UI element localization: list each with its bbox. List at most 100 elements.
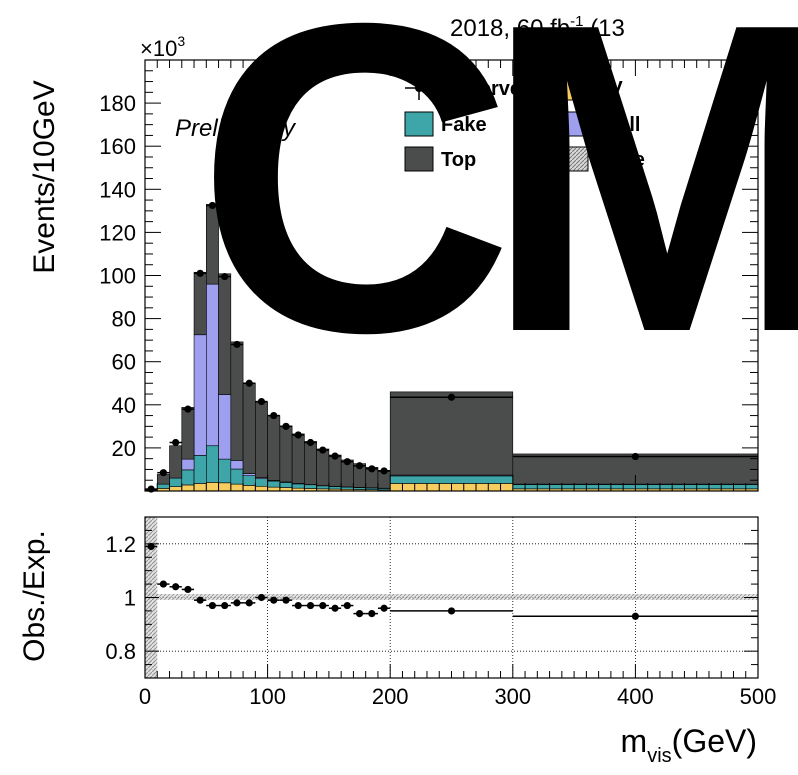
observed-point xyxy=(306,438,315,447)
observed-point xyxy=(331,452,339,460)
bar-vv-5 xyxy=(206,482,219,492)
bar-drell-8 xyxy=(242,473,256,476)
bar-top-3 xyxy=(181,407,195,460)
ratio-point xyxy=(208,601,217,610)
ratio-point xyxy=(355,610,364,618)
x-tick-label: 0 xyxy=(139,684,151,709)
preliminary-label: Preliminary xyxy=(175,115,297,142)
x-tick-label: 500 xyxy=(740,684,777,709)
y-tick-label: 120 xyxy=(99,220,136,245)
ratio-point xyxy=(172,583,180,591)
bar-vv-3 xyxy=(181,484,195,492)
bar-fake-2 xyxy=(169,477,183,487)
bar-vv-8 xyxy=(242,485,256,492)
bar-vv-9 xyxy=(255,485,268,492)
legend-label-observed: Observed xyxy=(441,78,533,100)
bar-vv-6 xyxy=(218,482,232,492)
bar-drell-7 xyxy=(230,460,244,470)
x-axis-title: mvis(GeV) xyxy=(621,723,757,767)
bar-drell-3 xyxy=(181,458,195,471)
bar-fake-11 xyxy=(279,482,293,488)
bar-top-14 xyxy=(316,448,330,486)
ratio-point xyxy=(221,601,229,610)
observed-point xyxy=(631,452,640,461)
y-tick-label: 40 xyxy=(112,393,136,418)
bar-vv-4 xyxy=(193,483,207,492)
legend-observed-marker xyxy=(415,84,423,92)
bar-top-13 xyxy=(304,441,317,485)
ratio-panel: 0.8 1 1.2 0 100 200 300 400 500 xyxy=(105,516,776,709)
observed-point xyxy=(184,405,192,413)
bar-fake-7 xyxy=(230,468,244,485)
bar-fake-4 xyxy=(193,455,207,484)
main-x-ticks xyxy=(144,60,759,491)
ratio-y-tick-label: 0.8 xyxy=(105,639,136,664)
observed-point xyxy=(343,458,351,466)
bar-vv-2 xyxy=(169,486,183,492)
x-tick-label: 100 xyxy=(249,684,286,709)
legend-label-drell: Drell xyxy=(596,114,640,136)
bar-top-12 xyxy=(291,433,305,484)
observed-point xyxy=(257,397,266,406)
observed-point xyxy=(368,465,376,473)
observed-point xyxy=(172,438,180,447)
bar-fake-3 xyxy=(181,469,195,486)
ratio-y-axis-title: Obs./Exp. xyxy=(18,530,51,662)
observed-point xyxy=(355,462,364,470)
observed-points xyxy=(145,201,758,493)
ratio-point xyxy=(331,604,339,612)
bar-top-2 xyxy=(169,445,183,479)
lumi-label: 2018, 60 fb-1 (13 xyxy=(450,13,625,42)
observed-point xyxy=(196,269,204,277)
ratio-point xyxy=(343,601,351,610)
main-panel: 20 40 60 80 100 120 140 160 180 xyxy=(99,59,759,493)
ratio-point xyxy=(147,542,155,551)
legend-swatch-vv xyxy=(559,75,589,101)
observed-point xyxy=(221,272,229,281)
ratio-point xyxy=(245,599,253,607)
ratio-y-tick-label: 1 xyxy=(124,586,136,611)
bar-fake-10 xyxy=(267,480,281,488)
x-tick-label: 400 xyxy=(617,684,654,709)
ratio-point xyxy=(159,580,167,588)
ratio-point xyxy=(282,596,290,604)
bar-fake-5 xyxy=(206,445,219,483)
ratio-y-axis: 0.8 1 1.2 xyxy=(105,516,758,679)
ratio-point xyxy=(631,612,640,620)
observed-point xyxy=(208,201,217,210)
ratio-uncertainty-band xyxy=(145,594,758,600)
ratio-point xyxy=(270,596,278,604)
legend-label-unce: Unce xyxy=(596,149,645,171)
x-tick-label: 200 xyxy=(372,684,409,709)
ratio-point xyxy=(257,593,266,602)
ratio-point xyxy=(306,601,315,610)
y-tick-label: 180 xyxy=(99,91,136,116)
observed-point xyxy=(447,393,456,401)
observed-point xyxy=(270,411,278,420)
ratio-points xyxy=(145,542,758,620)
legend-swatch-top xyxy=(404,146,434,172)
bar-fake-20 xyxy=(389,475,514,484)
bar-vv-7 xyxy=(230,483,244,492)
y-tick-label: 160 xyxy=(99,134,136,159)
legend-label-fake: Fake xyxy=(441,114,487,136)
bar-fake-9 xyxy=(255,478,268,487)
bar-top-11 xyxy=(279,425,293,483)
legend-swatch-fake xyxy=(404,111,434,137)
bar-top-15 xyxy=(328,454,342,487)
ratio-point xyxy=(319,601,327,610)
bar-fake-13 xyxy=(304,484,317,489)
legend-swatch-unce xyxy=(559,146,589,172)
watermark-text: CMS xyxy=(196,0,798,424)
ratio-point xyxy=(233,599,241,607)
bar-fake-15 xyxy=(328,486,342,490)
bar-fake-12 xyxy=(291,483,305,489)
bar-fake-6 xyxy=(218,458,232,484)
y-tick-label: 140 xyxy=(99,177,136,202)
ratio-x-axis: 0 100 200 300 400 500 xyxy=(139,664,776,709)
ratio-point xyxy=(380,604,388,612)
main-y-axis: 20 40 60 80 100 120 140 160 180 xyxy=(99,59,758,492)
legend-swatch-drell xyxy=(559,111,589,137)
stacked-bars xyxy=(144,204,759,492)
